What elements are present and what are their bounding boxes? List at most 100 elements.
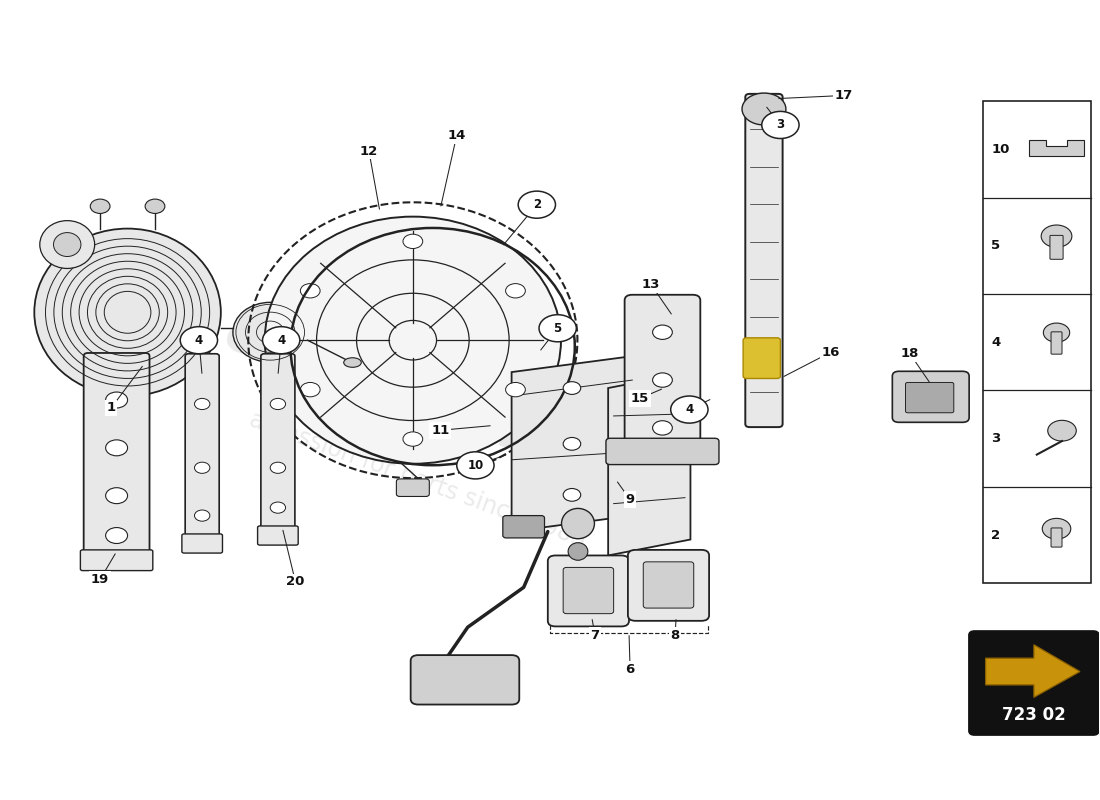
Circle shape (652, 373, 672, 387)
Ellipse shape (40, 221, 95, 269)
FancyBboxPatch shape (410, 655, 519, 705)
Text: 10: 10 (468, 459, 484, 472)
Circle shape (263, 326, 300, 354)
Ellipse shape (54, 233, 81, 257)
Circle shape (300, 284, 320, 298)
Text: 4: 4 (277, 334, 285, 346)
Text: 10: 10 (991, 142, 1010, 156)
FancyBboxPatch shape (548, 555, 629, 626)
Ellipse shape (561, 509, 594, 538)
Ellipse shape (34, 229, 221, 396)
Circle shape (652, 325, 672, 339)
Text: 14: 14 (448, 129, 466, 142)
FancyBboxPatch shape (563, 567, 614, 614)
Text: 3: 3 (991, 432, 1000, 445)
Circle shape (106, 527, 128, 543)
Circle shape (195, 510, 210, 521)
FancyBboxPatch shape (983, 101, 1091, 583)
Circle shape (506, 284, 526, 298)
FancyBboxPatch shape (892, 371, 969, 422)
FancyBboxPatch shape (606, 438, 719, 465)
Circle shape (506, 382, 526, 397)
Text: 7: 7 (591, 629, 600, 642)
Polygon shape (1030, 140, 1084, 156)
FancyBboxPatch shape (185, 354, 219, 538)
Text: 9: 9 (626, 493, 635, 506)
Circle shape (403, 432, 422, 446)
Ellipse shape (233, 302, 308, 362)
Circle shape (652, 421, 672, 435)
Ellipse shape (265, 217, 561, 464)
Ellipse shape (568, 542, 587, 560)
Circle shape (671, 396, 708, 423)
Text: 16: 16 (822, 346, 840, 358)
Circle shape (1042, 225, 1071, 247)
Text: 15: 15 (630, 392, 649, 405)
Circle shape (1043, 518, 1070, 539)
Circle shape (106, 440, 128, 456)
FancyBboxPatch shape (625, 294, 701, 450)
Text: 8: 8 (671, 629, 680, 642)
Text: 6: 6 (626, 663, 635, 676)
FancyBboxPatch shape (644, 562, 694, 608)
Polygon shape (608, 372, 691, 555)
Circle shape (563, 489, 581, 502)
Circle shape (90, 199, 110, 214)
Text: euromobiles: euromobiles (218, 303, 619, 497)
Text: 20: 20 (286, 575, 305, 588)
Text: 11: 11 (431, 424, 450, 437)
FancyBboxPatch shape (84, 353, 150, 554)
Text: 5: 5 (991, 239, 1000, 252)
Polygon shape (512, 356, 632, 531)
Circle shape (106, 488, 128, 504)
FancyBboxPatch shape (396, 479, 429, 497)
Circle shape (518, 191, 556, 218)
FancyBboxPatch shape (1049, 235, 1063, 259)
Circle shape (1044, 323, 1069, 342)
Circle shape (456, 452, 494, 479)
FancyBboxPatch shape (261, 354, 295, 530)
Text: 1: 1 (107, 402, 116, 414)
Text: 13: 13 (641, 278, 660, 291)
Text: 2: 2 (532, 198, 541, 211)
Text: 18: 18 (901, 347, 920, 360)
Text: 19: 19 (91, 573, 109, 586)
Text: 12: 12 (360, 145, 378, 158)
Circle shape (563, 382, 581, 394)
Circle shape (403, 234, 422, 249)
Circle shape (1047, 420, 1076, 441)
Circle shape (762, 111, 799, 138)
FancyBboxPatch shape (969, 631, 1099, 735)
Circle shape (563, 438, 581, 450)
Circle shape (145, 199, 165, 214)
Text: 723 02: 723 02 (1002, 706, 1066, 723)
Text: 5: 5 (553, 322, 562, 334)
Circle shape (271, 398, 286, 410)
Ellipse shape (343, 358, 361, 367)
Circle shape (180, 326, 218, 354)
Circle shape (271, 462, 286, 474)
Circle shape (539, 314, 576, 342)
FancyBboxPatch shape (1050, 528, 1062, 547)
Polygon shape (986, 645, 1080, 698)
Text: 4: 4 (991, 336, 1000, 349)
Circle shape (195, 398, 210, 410)
FancyBboxPatch shape (628, 550, 710, 621)
FancyBboxPatch shape (905, 382, 954, 413)
Circle shape (106, 392, 128, 408)
Circle shape (300, 382, 320, 397)
Circle shape (271, 502, 286, 514)
Circle shape (742, 93, 785, 125)
Text: 17: 17 (835, 89, 854, 102)
FancyBboxPatch shape (257, 526, 298, 545)
FancyBboxPatch shape (744, 338, 780, 378)
FancyBboxPatch shape (80, 550, 153, 570)
FancyBboxPatch shape (746, 94, 782, 427)
FancyBboxPatch shape (1050, 332, 1062, 354)
Text: a passion for parts since 1985: a passion for parts since 1985 (246, 407, 591, 552)
Text: 4: 4 (195, 334, 204, 346)
Text: 4: 4 (685, 403, 693, 416)
FancyBboxPatch shape (503, 515, 544, 538)
Text: 2: 2 (991, 529, 1000, 542)
FancyBboxPatch shape (182, 534, 222, 553)
